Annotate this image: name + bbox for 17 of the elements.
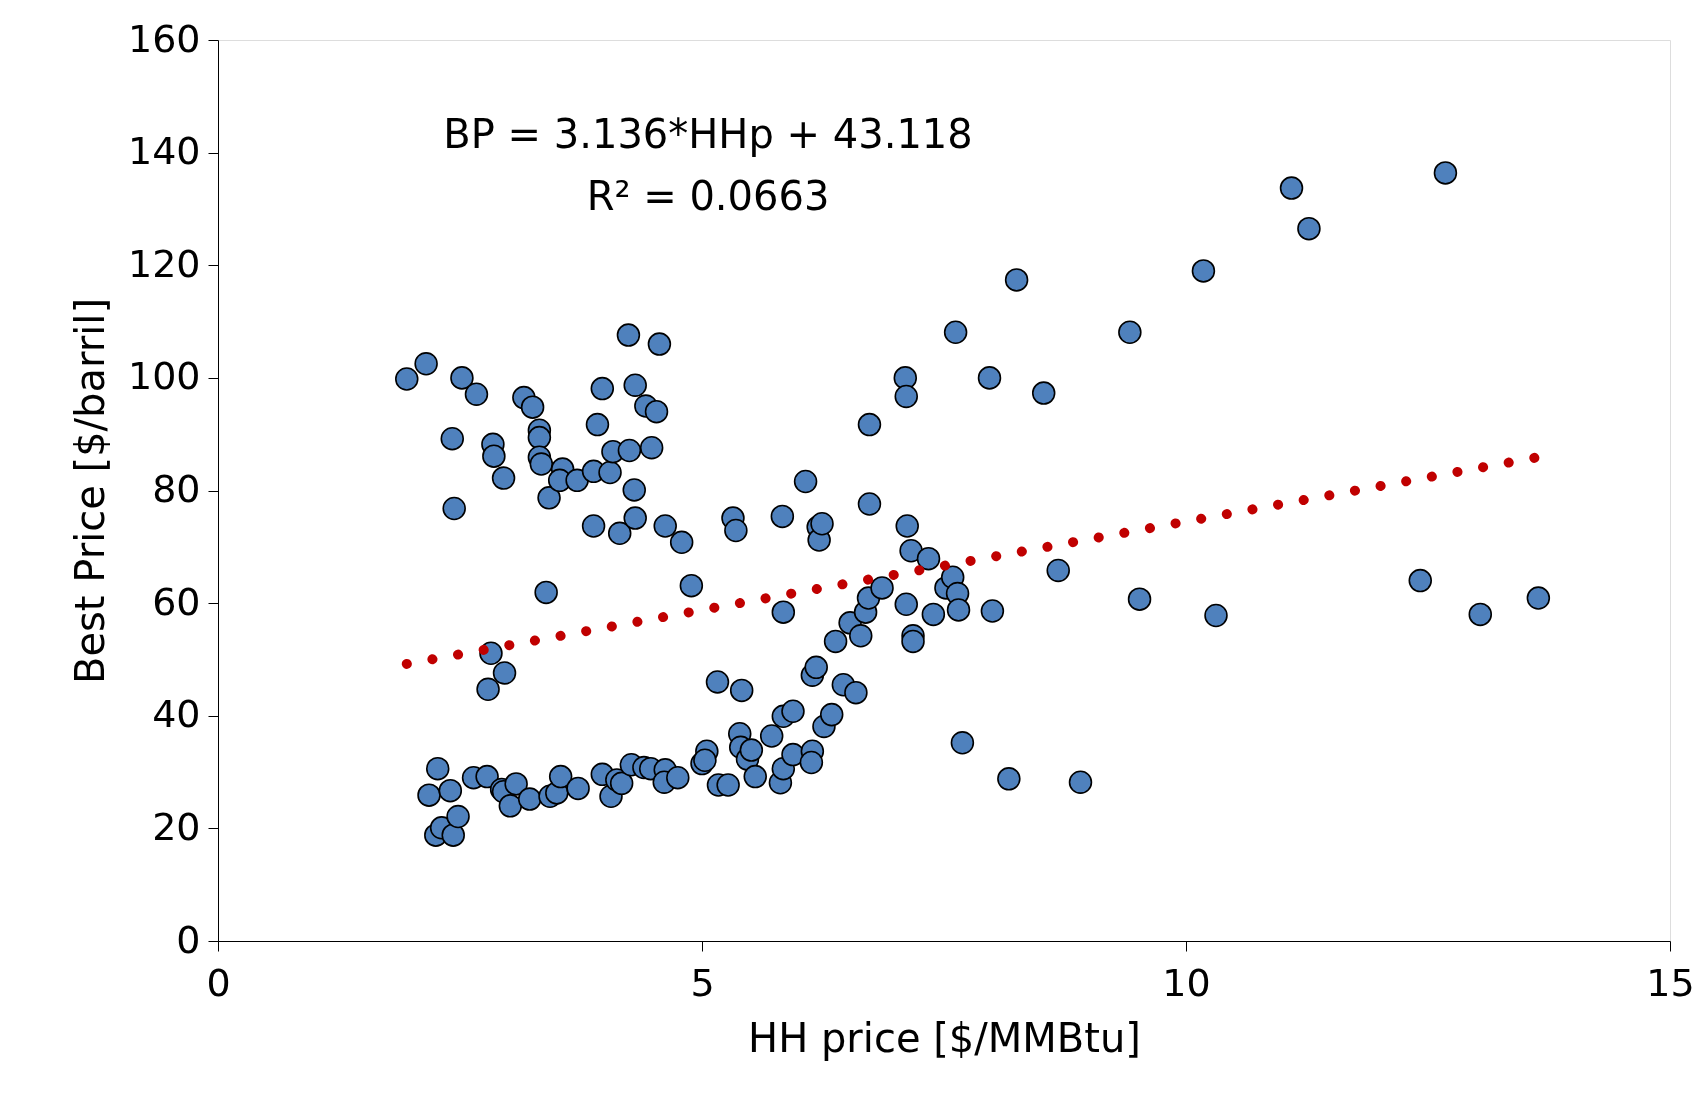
y-tick-label: 20 bbox=[152, 804, 201, 849]
y-tick-label: 100 bbox=[127, 354, 201, 399]
x-tick-label: 0 bbox=[206, 960, 231, 1005]
x-tick-label: 10 bbox=[1162, 960, 1211, 1005]
y-axis-title: Best Price [$/barril] bbox=[66, 297, 113, 685]
y-tick-label: 120 bbox=[127, 241, 201, 286]
x-tick-label: 5 bbox=[690, 960, 715, 1005]
y-tick-label: 80 bbox=[152, 467, 201, 511]
x-tick-label: 15 bbox=[1646, 960, 1695, 1005]
y-tick-label: 40 bbox=[152, 692, 201, 737]
annotation: BP = 3.136*HHp + 43.118 bbox=[443, 111, 973, 157]
y-tick-label: 160 bbox=[127, 16, 201, 61]
x-axis-title: HH price [$/MMBtu] bbox=[748, 1014, 1141, 1061]
y-tick-label: 140 bbox=[127, 129, 201, 174]
annotation: R² = 0.0663 bbox=[586, 173, 830, 219]
y-tick-label: 60 bbox=[152, 579, 201, 624]
y-tick-label: 0 bbox=[176, 917, 201, 962]
